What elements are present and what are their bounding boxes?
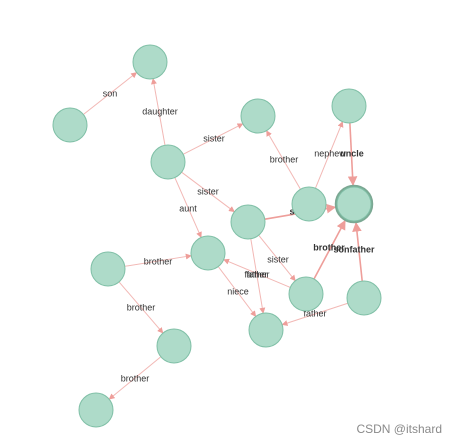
edge-label: daughter [142, 106, 178, 116]
edge-n15-n10[interactable] [352, 221, 363, 282]
edge-n4-n3[interactable] [182, 123, 244, 155]
edge-label: brother [313, 242, 345, 252]
edge-n6-n11[interactable] [258, 234, 296, 282]
edge-label: s [289, 206, 294, 216]
edge-n2-n1[interactable] [83, 72, 138, 115]
graph-node-n4[interactable] [150, 144, 186, 180]
edge-n4-n1[interactable] [151, 78, 166, 146]
edge-label: brother [127, 302, 156, 312]
edge-label: brother [121, 373, 150, 383]
edge-label: uncle [340, 148, 364, 158]
edge-n9-n5[interactable] [314, 121, 344, 189]
edge-label: aunt [179, 203, 197, 213]
edge-n4-n8[interactable] [174, 177, 202, 238]
edge-n11-n8[interactable] [223, 258, 291, 288]
edge-label: father [246, 269, 269, 279]
graph-node-n11[interactable] [288, 276, 324, 312]
edge-label: sister [203, 133, 225, 143]
edge-n9-n3[interactable] [266, 130, 301, 190]
graph-node-n8[interactable] [190, 235, 226, 271]
edge-labels-layer: sondaughtersistersisterauntbrothernephew… [103, 88, 375, 383]
edge-n15-n13[interactable] [281, 302, 348, 326]
edge-label: son [103, 88, 118, 98]
edge-n6-n13[interactable] [250, 238, 266, 314]
edge-n7-n12[interactable] [118, 281, 164, 334]
edge-label: brother [270, 154, 299, 164]
graph-node-n6[interactable] [230, 204, 266, 240]
graph-node-n1[interactable] [132, 44, 168, 80]
edge-label: nephew [314, 148, 346, 158]
edge-n8-n13[interactable] [217, 266, 257, 317]
watermark: CSDN @itshard [356, 422, 442, 436]
edge-label: father [244, 269, 267, 279]
nodes-layer [52, 44, 382, 428]
graph-node-n12[interactable] [156, 328, 192, 364]
graph-node-n9[interactable] [291, 186, 327, 222]
graph-node-n15[interactable] [346, 280, 382, 316]
edge-n7-n8[interactable] [124, 253, 192, 267]
edge-n5-n10[interactable] [347, 122, 358, 186]
edges-layer [83, 72, 363, 400]
graph-node-n3[interactable] [240, 98, 276, 134]
edge-n4-n6[interactable] [181, 171, 235, 213]
edge-label: niece [227, 286, 249, 296]
graph-node-n13[interactable] [248, 312, 284, 348]
graph-node-n7[interactable] [90, 251, 126, 287]
graph-node-n2[interactable] [52, 107, 88, 143]
edge-label: sister [267, 254, 289, 264]
edge-label: brother [144, 256, 173, 266]
edge-n12-n14[interactable] [108, 356, 162, 400]
edge-label: sister [197, 186, 219, 196]
graph-node-n16[interactable] [336, 186, 372, 222]
graph-node-n5[interactable] [331, 88, 367, 124]
edge-n11-n10[interactable] [313, 219, 346, 280]
graph-node-n14[interactable] [78, 392, 114, 428]
edge-label: father [303, 308, 326, 318]
edge-label: sonfather [333, 244, 375, 254]
